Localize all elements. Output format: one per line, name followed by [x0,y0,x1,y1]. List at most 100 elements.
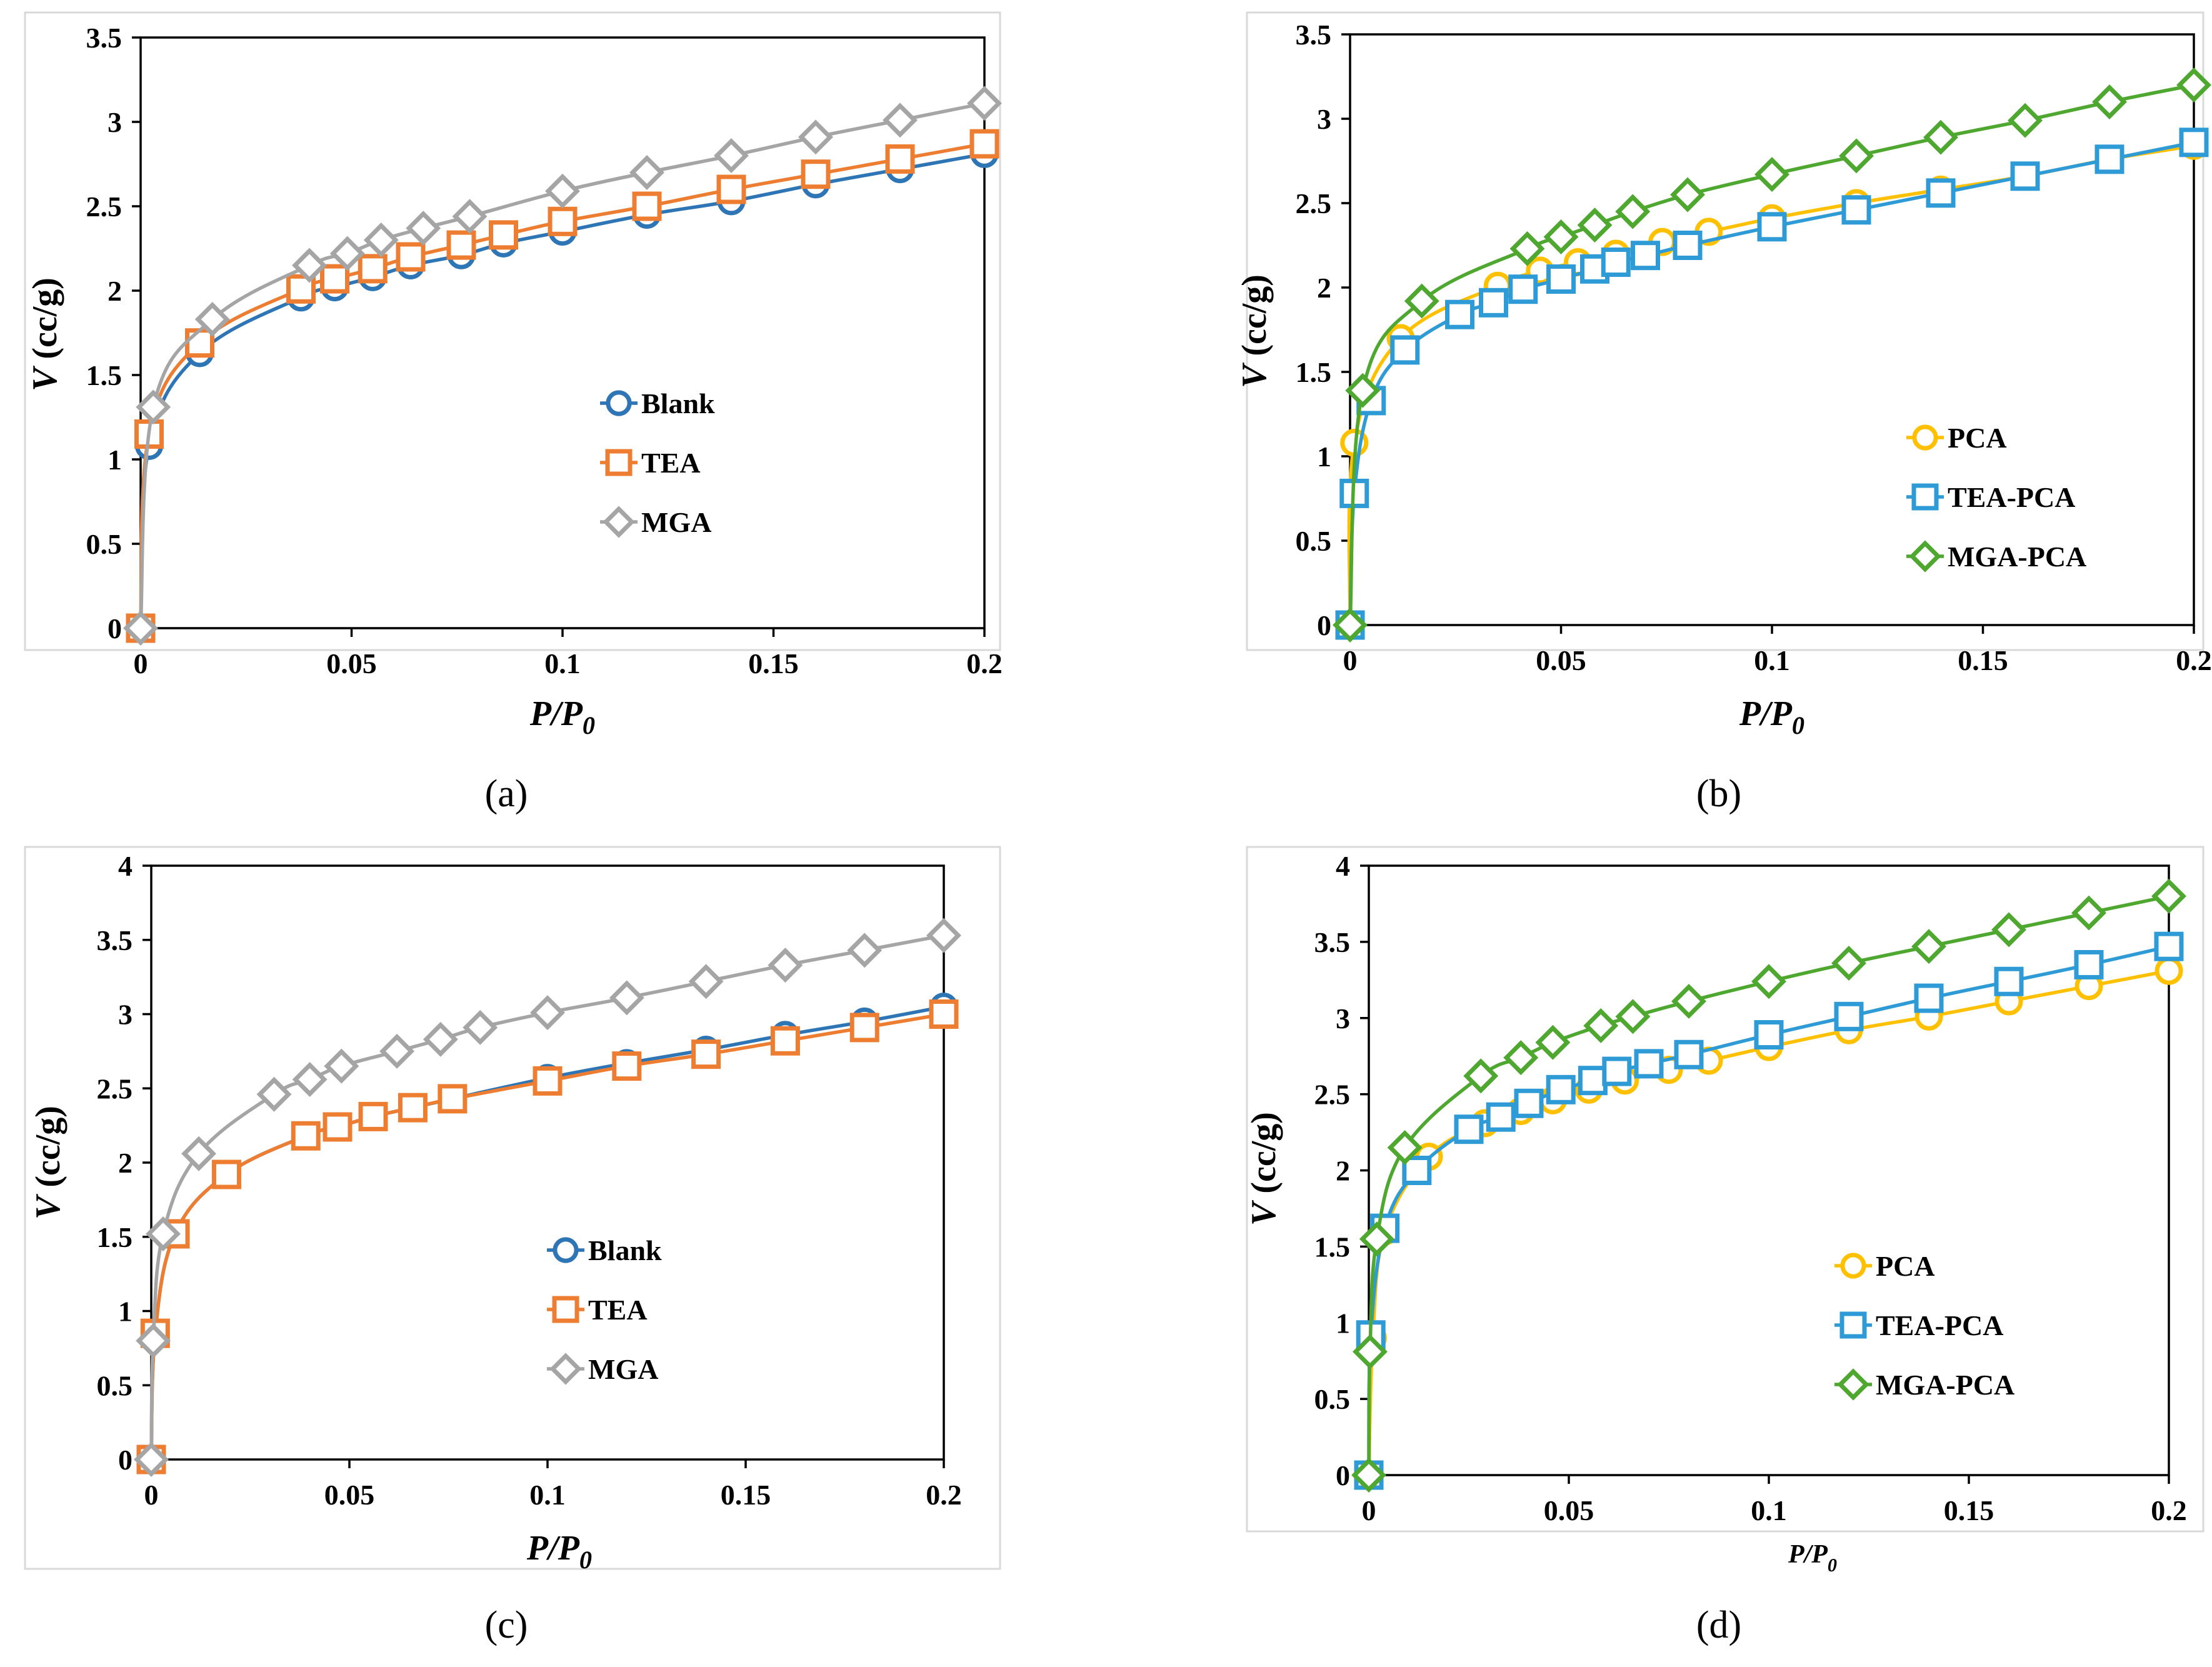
data-point-mga [967,86,1002,121]
x-tick-label: 0.05 [326,648,377,679]
data-point-tea-pca [1402,1156,1432,1185]
data-point-tea [929,999,959,1029]
data-point-tea-pca [1508,274,1538,304]
data-point-mga-pca [1463,1058,1499,1094]
x-tick-label: 0.1 [529,1479,566,1511]
y-tick-label: 0.5 [1296,525,1332,557]
y-tick-label: 1 [118,1296,133,1328]
data-point-tea-pca [1634,1049,1664,1079]
legend-marker-tea [552,1296,579,1323]
data-point-tea [320,264,349,294]
data-point-mga-pca [1615,194,1651,229]
data-point-tea [211,1159,241,1189]
y-tick-label: 1.5 [1296,356,1332,388]
chart-border-c [24,846,1001,1570]
data-point-mga-pca [1754,157,1789,193]
data-point-tea [396,242,426,272]
x-tick-label: 0.15 [721,1479,771,1511]
data-point-tea [969,129,999,159]
x-tick-label: 0.05 [1536,644,1586,676]
data-point-mga-pca [1831,946,1866,981]
data-point-tea [323,1112,353,1142]
y-axis-label: V (cc/g) [1235,274,1274,388]
data-point-mga [609,980,644,1016]
data-point-tea [885,144,915,174]
chart-panel-c: 0 0.05 0.1 0.15 0.2 0 0.5 1 1.5 2 2.5 3 3.5 4 Blank TEA… [24,846,1001,1646]
x-axis-label: P/P0 [529,694,595,739]
legend-label: MGA [588,1353,658,1385]
data-point-pca [2154,956,2183,985]
data-point-mga-pca [2176,68,2211,103]
chart-border-b [1246,11,2204,651]
legend-marker-pca [1912,424,1938,451]
series-mga-pca [1351,878,2186,1493]
data-point-mga [136,389,171,425]
data-point-mga [452,199,488,234]
data-point-mga [926,918,961,953]
data-point-tea [716,174,746,204]
y-tick-label: 2 [118,1147,133,1179]
data-point-tea-pca [2094,144,2124,174]
data-point-mga [194,301,230,337]
y-tick-label: 0 [1336,1459,1350,1491]
data-point-mga [883,103,918,138]
legend-marker-mga [549,1353,582,1385]
x-tick-label: 0.1 [1751,1494,1787,1526]
y-tick-label: 4 [1336,850,1350,882]
data-point-tea [691,1039,721,1069]
series-mga [134,918,961,1477]
x-tick-label: 0.05 [324,1479,375,1511]
data-point-tea [358,1101,388,1131]
y-tick-label: 3 [118,999,133,1031]
x-tick-label: 0.2 [926,1479,962,1511]
y-tick-label: 3.5 [1314,926,1351,958]
data-point-mga [545,173,580,209]
data-point-tea-pca [1486,1102,1516,1132]
y-axis-label: V (cc/g) [1244,1112,1283,1226]
data-point-mga [146,1216,181,1251]
y-tick-label: 2 [1317,272,1331,304]
legend-d: PCA TEA-PCA MGA-PCA [1834,1250,2014,1401]
data-point-tea-pca [1631,241,1660,271]
y-tick-label: 0 [1317,609,1331,641]
data-point-mga-pca [1351,1458,1386,1493]
data-point-mga [292,1062,328,1097]
data-point-tea [398,1093,428,1123]
data-point-mga-pca [1333,608,1368,643]
data-point-mga [423,1021,458,1057]
data-point-mga-pca [1671,983,1706,1019]
data-point-mga [629,155,664,190]
data-point-mga-pca [1911,929,1946,964]
x-tick-label: 0.15 [1958,644,2008,676]
data-point-mga [847,933,883,968]
data-point-tea [612,1051,642,1081]
data-point-tea-pca [1454,1114,1484,1144]
series-tea [136,999,959,1474]
data-point-mga-pca [1359,1221,1394,1257]
data-point-mga-pca [1345,373,1381,408]
x-tick-label: 0 [134,648,148,679]
data-point-mga-pca [1387,1129,1423,1165]
x-tick-label: 0 [1362,1494,1376,1526]
chart-border-d [1246,846,2204,1533]
x-tick-label: 0 [144,1479,159,1511]
y-axis-label: V (cc/g) [29,1106,68,1219]
legend-c: Blank TEA MGA [547,1234,662,1385]
data-point-mga-pca [1923,119,1958,155]
data-point-tea-pca [1673,231,1703,260]
x-axis-label: P/P0 [1788,1540,1837,1576]
y-tick-label: 2.5 [86,191,123,223]
data-point-mga-pca [1615,999,1651,1034]
data-point-mga-pca [2008,103,2043,138]
data-point-tea-pca [1834,1001,1864,1031]
legend-marker-mga [603,506,635,538]
plot-area-d [1368,864,2170,1476]
data-point-mga-pca [1751,964,1786,999]
data-point-tea-pca [1757,212,1787,242]
y-tick-label: 2.5 [1296,188,1332,219]
legend-label: MGA-PCA [1876,1369,2014,1401]
data-point-tea-pca [1390,335,1420,365]
legend-a: Blank TEA MGA [600,388,715,538]
data-point-mga-pca [1503,1040,1539,1076]
